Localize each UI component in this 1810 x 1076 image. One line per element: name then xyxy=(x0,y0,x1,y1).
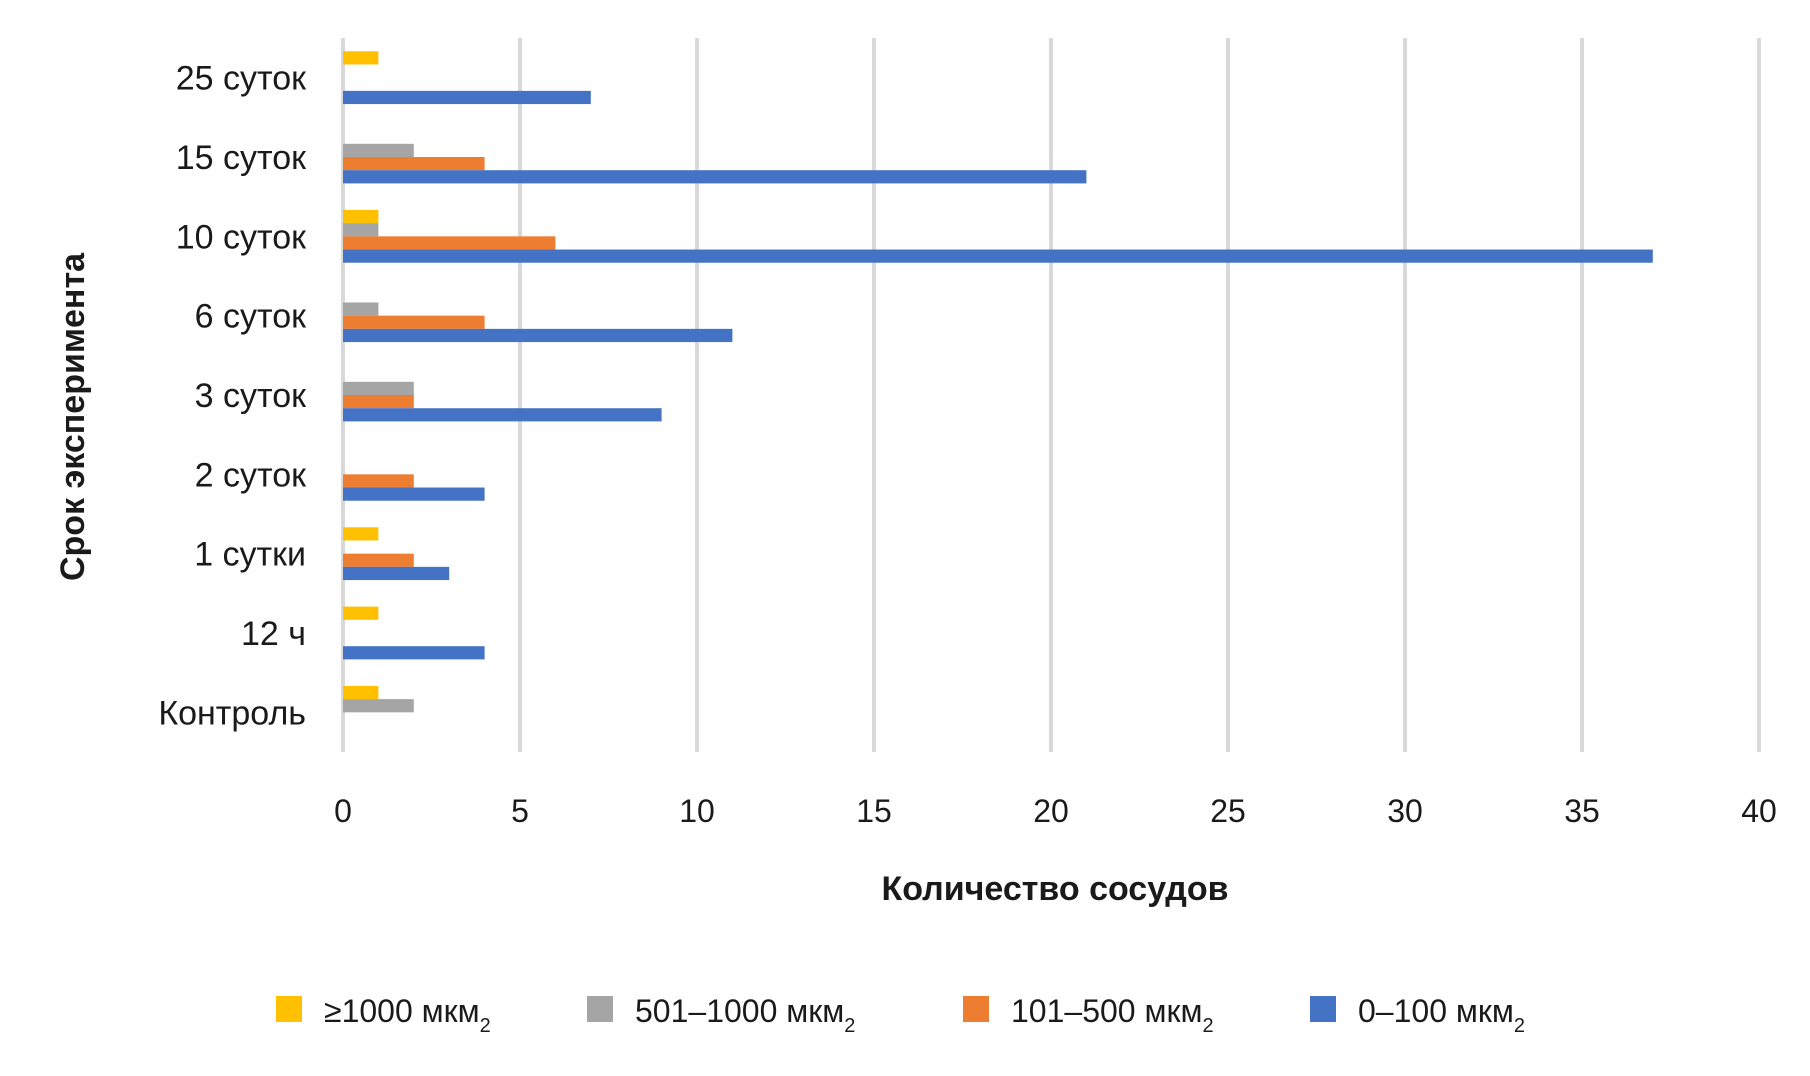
y-category-label: 1 сутки xyxy=(194,536,306,574)
bar xyxy=(343,395,414,409)
bar xyxy=(343,315,485,329)
x-tick-label: 0 xyxy=(334,793,352,829)
bar xyxy=(343,527,379,541)
y-category-label: Контроль xyxy=(158,694,306,732)
bar xyxy=(343,223,379,237)
bar xyxy=(343,381,414,395)
x-tick-labels: 0 5 10 15 20 25 30 35 40 xyxy=(334,793,1777,829)
legend-label: ≥1000 мкм2 xyxy=(324,993,491,1037)
bar xyxy=(343,157,485,171)
x-tick-label: 40 xyxy=(1741,793,1777,829)
bar xyxy=(343,209,379,224)
bar xyxy=(343,170,1087,184)
bar xyxy=(343,143,414,157)
y-axis-title: Срок эксперимента xyxy=(54,252,92,581)
x-tick-label: 30 xyxy=(1387,793,1423,829)
bar xyxy=(343,51,379,65)
x-tick-label: 5 xyxy=(511,793,529,829)
x-tick-label: 15 xyxy=(856,793,892,829)
legend-label: 501–1000 мкм2 xyxy=(635,993,855,1037)
x-tick-label: 25 xyxy=(1210,793,1246,829)
bar xyxy=(343,302,379,316)
bar xyxy=(343,487,485,501)
gridlines xyxy=(341,38,1761,752)
legend-swatch xyxy=(963,996,989,1022)
category-labels: Контроль 12 ч 1 сутки 2 суток 3 суток 6 суток… xyxy=(158,60,307,733)
y-category-label: 2 суток xyxy=(195,456,307,494)
bar xyxy=(343,90,591,105)
bar xyxy=(343,249,1653,263)
x-tick-label: 35 xyxy=(1564,793,1600,829)
y-category-label: 12 ч xyxy=(241,615,306,653)
x-tick-label: 20 xyxy=(1033,793,1069,829)
y-category-label: 25 суток xyxy=(176,60,307,98)
legend-label: 101–500 мкм2 xyxy=(1011,993,1214,1037)
bar xyxy=(343,236,556,250)
bar xyxy=(343,646,485,660)
x-axis-title: Количество сосудов xyxy=(881,870,1228,908)
x-tick-label: 10 xyxy=(679,793,715,829)
bar xyxy=(343,553,414,567)
bar xyxy=(343,566,450,581)
bar xyxy=(343,699,414,713)
legend-swatch xyxy=(1310,996,1336,1022)
bar xyxy=(343,474,414,488)
bar xyxy=(343,328,733,343)
legend-swatch xyxy=(587,996,613,1022)
bar xyxy=(343,408,662,422)
bar xyxy=(343,685,379,700)
y-category-label: 15 суток xyxy=(176,139,307,177)
bar xyxy=(343,606,379,620)
y-category-label: 10 суток xyxy=(176,218,307,256)
y-category-label: 3 суток xyxy=(195,377,307,415)
legend: ≥1000 мкм2 501–1000 мкм2 101–500 мкм2 0–100… xyxy=(276,993,1525,1037)
legend-label: 0–100 мкм2 xyxy=(1358,993,1525,1037)
y-category-label: 6 суток xyxy=(195,298,307,336)
legend-swatch xyxy=(276,996,302,1022)
bars xyxy=(343,51,1653,713)
